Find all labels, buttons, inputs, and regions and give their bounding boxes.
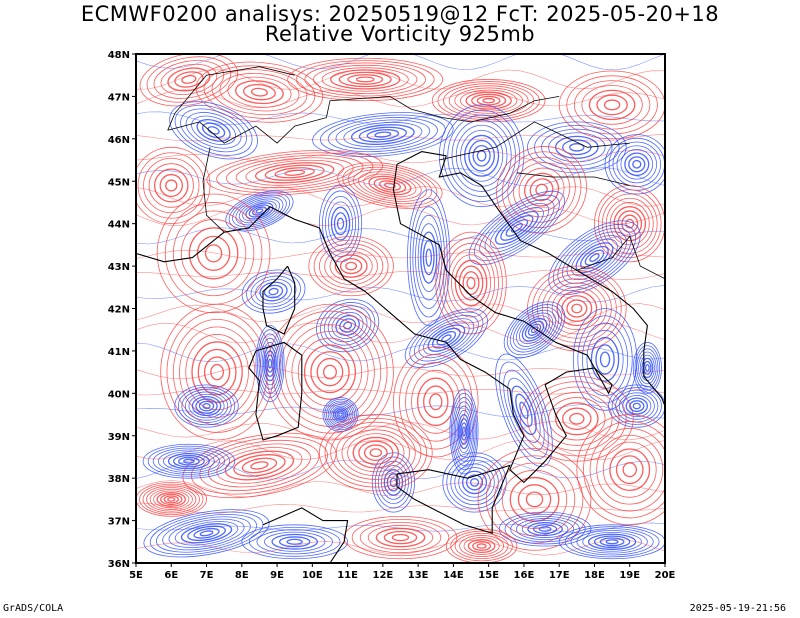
negative-vorticity-area	[322, 397, 359, 432]
positive-vorticity-area	[160, 303, 274, 441]
national-border	[442, 96, 560, 123]
positive-vorticity-area	[477, 448, 592, 551]
coastline	[248, 341, 303, 441]
y-tick-label: 36N	[108, 559, 130, 570]
longitude-axis: 5E 6E 7E 8E 9E 10E 11E 12E 13E 14E 15E 16E 17E 18E 19E…	[129, 563, 676, 581]
y-tick-label: 42N	[108, 305, 130, 316]
positive-vorticity-area	[496, 146, 587, 234]
y-tick-label: 48N	[108, 50, 130, 61]
negative-vorticity-area	[498, 511, 592, 547]
x-tick-label: 9E	[270, 570, 284, 581]
map-title-line2: Relative Vorticity 925mb	[264, 22, 536, 46]
x-tick-label: 13E	[408, 570, 429, 581]
positive-vorticity-area	[318, 414, 433, 492]
background-contour	[136, 150, 665, 165]
x-tick-label: 18E	[584, 570, 605, 581]
negative-vorticity-area	[572, 308, 638, 411]
negative-vorticity-area	[632, 342, 662, 394]
positive-vorticity-area	[195, 61, 324, 123]
national-border	[167, 95, 443, 144]
y-tick-label: 40N	[108, 389, 130, 400]
negative-vorticity-area	[316, 298, 380, 353]
background-contour	[136, 269, 665, 280]
x-tick-label: 14E	[443, 570, 464, 581]
negative-vorticity-area	[604, 134, 665, 195]
negative-vorticity-area	[169, 101, 258, 160]
coastlines	[136, 66, 665, 563]
positive-vorticity-area	[445, 528, 518, 563]
y-tick-label: 44N	[108, 220, 130, 231]
positive-vorticity-area	[337, 162, 443, 209]
coastline	[262, 507, 349, 563]
positive-vorticity-area	[308, 235, 394, 297]
background-contour	[136, 322, 665, 344]
positive-vorticity-area	[435, 231, 507, 335]
negative-vorticity-area	[449, 388, 479, 475]
positive-vorticity-area	[136, 482, 207, 517]
negative-vorticity-area	[174, 384, 239, 428]
latitude-axis: 36N 37N 38N 39N 40N 41N 42N 43N 44N 45N 46N 47N 48N	[108, 50, 136, 570]
y-tick-label: 46N	[108, 135, 130, 146]
negative-vorticity-area	[241, 269, 306, 314]
x-tick-label: 7E	[200, 570, 214, 581]
background-contour	[136, 538, 665, 556]
y-tick-label: 41N	[108, 347, 130, 358]
national-border	[576, 235, 665, 280]
national-border	[167, 66, 295, 131]
national-border	[439, 121, 630, 161]
negative-vorticity-area	[142, 443, 236, 479]
coastline	[136, 231, 225, 263]
positive-vorticity-area	[393, 346, 479, 458]
positive-vorticity-area	[594, 185, 665, 263]
positive-vorticity-area	[136, 146, 211, 225]
x-tick-label: 5E	[129, 570, 143, 581]
footer-timestamp: 2025-05-19-21:56	[689, 603, 786, 614]
footer-software-label: GrADS/COLA	[3, 603, 64, 614]
negative-vorticity-area	[241, 524, 349, 560]
negative-vorticity-area	[495, 353, 553, 467]
y-tick-label: 43N	[108, 262, 130, 273]
x-tick-label: 19E	[619, 570, 640, 581]
x-tick-label: 6E	[164, 570, 178, 581]
background-contour	[136, 421, 665, 441]
national-border	[202, 147, 225, 233]
map-title-line1: ECMWF0200 analisys: 20250519@12 FcT: 202…	[80, 2, 720, 26]
y-tick-label: 39N	[108, 432, 130, 443]
y-tick-label: 45N	[108, 177, 130, 188]
background-contour	[136, 249, 665, 260]
negative-vorticity-area	[558, 524, 665, 560]
y-tick-label: 38N	[108, 474, 130, 485]
positive-vorticity-area	[206, 149, 383, 196]
background-contour	[136, 206, 665, 227]
vorticity-field	[136, 54, 665, 563]
background-contour	[136, 54, 665, 71]
x-tick-label: 16E	[514, 570, 535, 581]
background-contour	[136, 303, 665, 324]
negative-vorticity-area	[527, 121, 627, 174]
y-tick-label: 47N	[108, 92, 130, 103]
x-tick-label: 12E	[372, 570, 393, 581]
national-border	[516, 172, 630, 186]
background-contour	[136, 285, 665, 303]
negative-vorticity-area	[255, 325, 285, 403]
coastline	[262, 265, 296, 335]
positive-vorticity-area	[431, 79, 546, 123]
x-tick-label: 10E	[302, 570, 323, 581]
y-tick-label: 37N	[108, 517, 130, 528]
positive-vorticity-area	[287, 57, 444, 102]
negative-vorticity-area	[318, 185, 363, 263]
x-tick-label: 17E	[549, 570, 570, 581]
x-tick-label: 8E	[235, 570, 249, 581]
coastline	[224, 151, 613, 484]
negative-vorticity-area	[143, 509, 270, 558]
x-tick-label: 11E	[337, 570, 358, 581]
x-tick-label: 20E	[655, 570, 676, 581]
negative-vorticity-area	[225, 190, 294, 232]
x-tick-label: 15E	[478, 570, 499, 581]
negative-vorticity-area	[503, 301, 566, 358]
positive-vorticity-area	[576, 414, 665, 526]
coastline	[396, 464, 511, 535]
